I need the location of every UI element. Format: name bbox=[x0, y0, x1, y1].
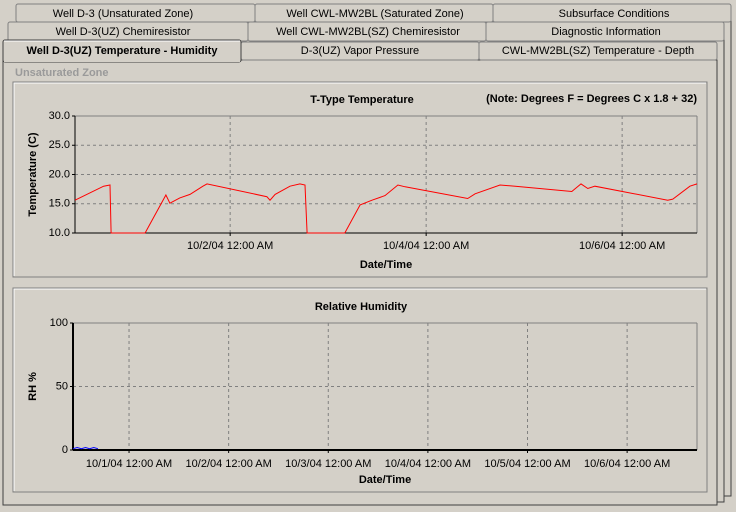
tab-row: Well D-3 (Unsaturated Zone) Well CWL-MW2… bbox=[15, 3, 732, 23]
tab-label[interactable]: CWL-MW2BL(SZ) Temperature - Depth bbox=[502, 45, 694, 57]
tab-label[interactable]: Subsurface Conditions bbox=[559, 8, 670, 20]
y-tick-label: 30.0 bbox=[49, 110, 70, 122]
y-tick-label: 50 bbox=[56, 380, 68, 392]
tab-row: D-3(UZ) Vapor Pressure CWL-MW2BL(SZ) Tem… bbox=[2, 39, 718, 63]
tab-label[interactable]: Well D-3(UZ) Chemiresistor bbox=[56, 26, 191, 38]
tab-label[interactable]: Diagnostic Information bbox=[551, 26, 660, 38]
y-tick-label: 25.0 bbox=[49, 139, 70, 151]
y-tick-label: 100 bbox=[50, 317, 68, 329]
y-tick-label: 10.0 bbox=[49, 227, 70, 239]
x-tick-label: 10/6/04 12:00 AM bbox=[579, 240, 665, 252]
x-axis-label: Date/Time bbox=[359, 474, 411, 486]
chart-panel bbox=[12, 81, 708, 278]
chart-title: T-Type Temperature bbox=[310, 94, 414, 106]
tab-label[interactable]: Well D-3 (Unsaturated Zone) bbox=[53, 8, 193, 20]
x-tick-label: 10/2/04 12:00 AM bbox=[187, 240, 273, 252]
chart-note: (Note: Degrees F = Degrees C x 1.8 + 32) bbox=[486, 93, 697, 105]
data-line bbox=[72, 446, 99, 450]
x-tick-label: 10/1/04 12:00 AM bbox=[86, 458, 172, 470]
x-tick-label: 10/4/04 12:00 AM bbox=[385, 458, 471, 470]
tab[interactable] bbox=[485, 21, 725, 42]
group-label: Unsaturated Zone bbox=[15, 67, 109, 79]
x-axis-label: Date/Time bbox=[360, 259, 412, 271]
chart-title: Relative Humidity bbox=[315, 301, 408, 313]
tab-label[interactable]: Well CWL-MW2BL (Saturated Zone) bbox=[286, 8, 463, 20]
x-tick-label: 10/6/04 12:00 AM bbox=[584, 458, 670, 470]
x-tick-label: 10/2/04 12:00 AM bbox=[186, 458, 272, 470]
tab-label[interactable]: Well D-3(UZ) Temperature - Humidity bbox=[27, 45, 219, 57]
y-axis-label: RH % bbox=[27, 372, 39, 401]
data-line bbox=[74, 183, 698, 234]
x-tick-label: 10/3/04 12:00 AM bbox=[285, 458, 371, 470]
tab-label[interactable]: D-3(UZ) Vapor Pressure bbox=[301, 45, 419, 57]
tab-row: Well D-3(UZ) Chemiresistor Well CWL-MW2B… bbox=[7, 21, 725, 42]
y-tick-label: 20.0 bbox=[49, 168, 70, 180]
tab[interactable] bbox=[478, 41, 718, 61]
chart-panel-highlight bbox=[13, 288, 706, 491]
tab-label[interactable]: Well CWL-MW2BL(SZ) Chemiresistor bbox=[276, 26, 460, 38]
y-axis-label: Temperature (C) bbox=[27, 132, 39, 216]
chart-panel-highlight bbox=[13, 82, 706, 276]
y-tick-label: 15.0 bbox=[49, 198, 70, 210]
y-tick-label: 0 bbox=[62, 444, 68, 456]
x-tick-label: 10/5/04 12:00 AM bbox=[484, 458, 570, 470]
x-tick-label: 10/4/04 12:00 AM bbox=[383, 240, 469, 252]
